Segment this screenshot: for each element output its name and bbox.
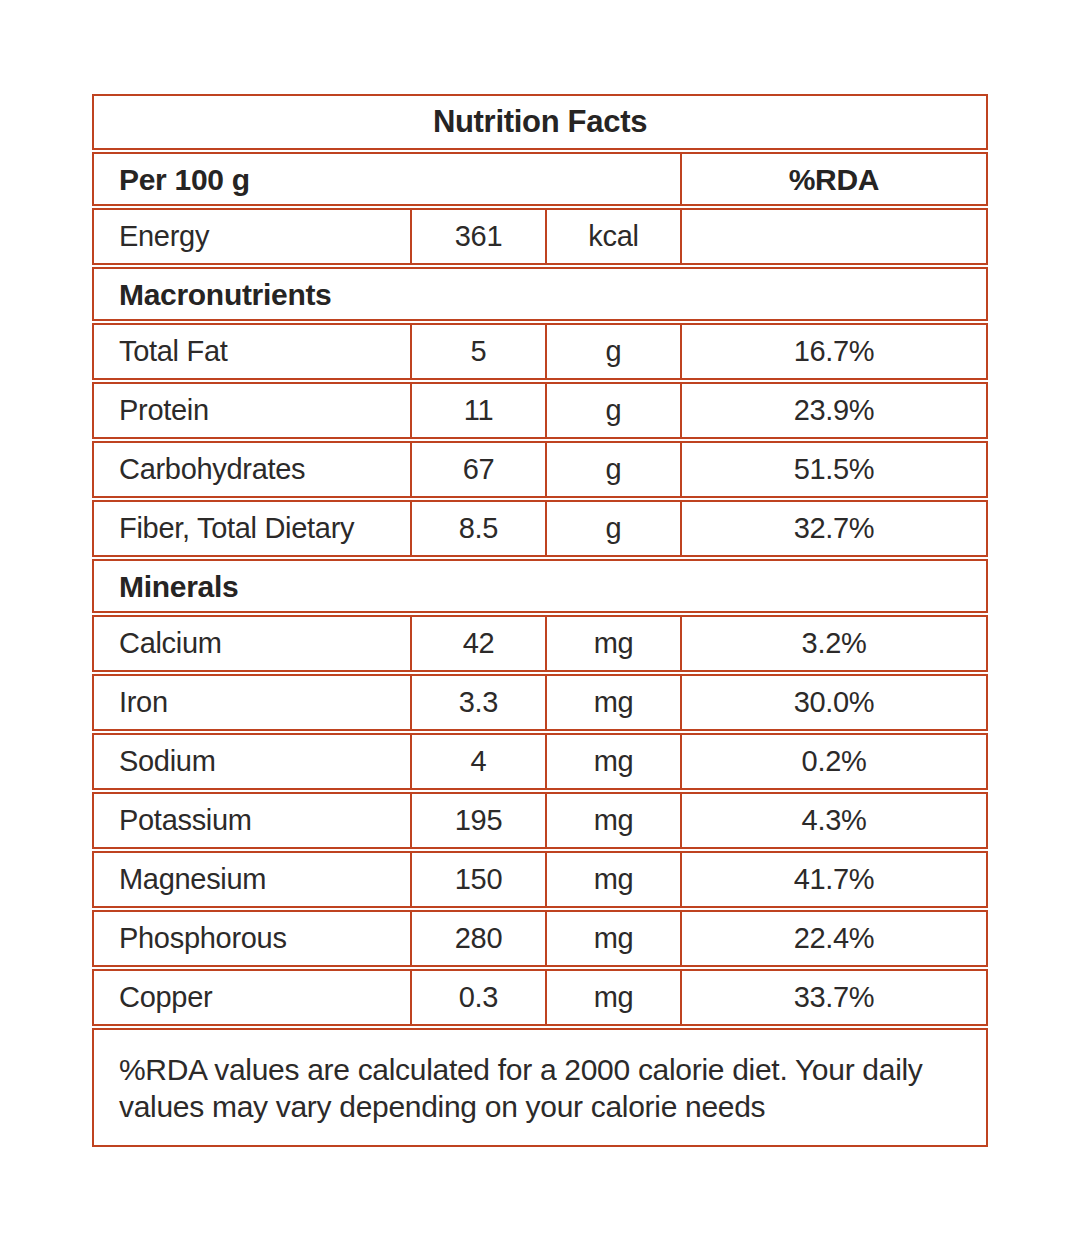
- nutrient-rda: [682, 210, 986, 263]
- nutrient-rda: 0.2%: [682, 735, 986, 788]
- nutrient-value: 5: [412, 325, 547, 378]
- title-row: Nutrition Facts: [92, 94, 988, 150]
- nutrient-unit: mg: [547, 794, 682, 847]
- nutrient-name: Phosphorous: [94, 912, 412, 965]
- nutrient-rda: 16.7%: [682, 325, 986, 378]
- nutrient-row-sodium: Sodium 4 mg 0.2%: [92, 733, 988, 790]
- nutrient-name: Potassium: [94, 794, 412, 847]
- nutrient-unit: mg: [547, 676, 682, 729]
- serving-size-header: Per 100 g: [94, 154, 682, 204]
- nutrient-value: 150: [412, 853, 547, 906]
- nutrient-name: Carbohydrates: [94, 443, 412, 496]
- nutrient-unit: kcal: [547, 210, 682, 263]
- nutrient-row-protein: Protein 11 g 23.9%: [92, 382, 988, 439]
- nutrient-name: Fiber, Total Dietary: [94, 502, 412, 555]
- nutrient-rda: 3.2%: [682, 617, 986, 670]
- nutrition-facts-label: Nutrition Facts Per 100 g %RDA Energy 36…: [92, 94, 988, 1147]
- nutrient-name: Total Fat: [94, 325, 412, 378]
- section-header-minerals: Minerals: [92, 559, 988, 613]
- nutrient-unit: g: [547, 443, 682, 496]
- nutrient-unit: g: [547, 384, 682, 437]
- column-header-row: Per 100 g %RDA: [92, 152, 988, 206]
- nutrient-value: 8.5: [412, 502, 547, 555]
- nutrient-unit: g: [547, 502, 682, 555]
- nutrient-value: 11: [412, 384, 547, 437]
- nutrient-rda: 51.5%: [682, 443, 986, 496]
- nutrient-rda: 22.4%: [682, 912, 986, 965]
- nutrient-row-fiber: Fiber, Total Dietary 8.5 g 32.7%: [92, 500, 988, 557]
- nutrient-rda: 4.3%: [682, 794, 986, 847]
- nutrient-value: 0.3: [412, 971, 547, 1024]
- nutrient-name: Copper: [94, 971, 412, 1024]
- nutrient-value: 195: [412, 794, 547, 847]
- nutrient-value: 67: [412, 443, 547, 496]
- nutrient-name: Protein: [94, 384, 412, 437]
- nutrient-row-energy: Energy 361 kcal: [92, 208, 988, 265]
- nutrition-table: Nutrition Facts Per 100 g %RDA Energy 36…: [92, 94, 988, 1147]
- nutrient-unit: mg: [547, 617, 682, 670]
- page-title: Nutrition Facts: [94, 96, 986, 148]
- nutrient-rda: 41.7%: [682, 853, 986, 906]
- nutrient-row-potassium: Potassium 195 mg 4.3%: [92, 792, 988, 849]
- rda-footnote: %RDA values are calculated for a 2000 ca…: [94, 1030, 986, 1145]
- nutrient-row-calcium: Calcium 42 mg 3.2%: [92, 615, 988, 672]
- nutrient-name: Sodium: [94, 735, 412, 788]
- nutrient-value: 42: [412, 617, 547, 670]
- nutrient-row-magnesium: Magnesium 150 mg 41.7%: [92, 851, 988, 908]
- nutrient-unit: mg: [547, 971, 682, 1024]
- nutrient-name: Magnesium: [94, 853, 412, 906]
- nutrient-name: Energy: [94, 210, 412, 263]
- nutrient-rda: 32.7%: [682, 502, 986, 555]
- nutrient-value: 280: [412, 912, 547, 965]
- nutrient-row-iron: Iron 3.3 mg 30.0%: [92, 674, 988, 731]
- nutrient-value: 3.3: [412, 676, 547, 729]
- footnote-row: %RDA values are calculated for a 2000 ca…: [92, 1028, 988, 1147]
- nutrient-rda: 23.9%: [682, 384, 986, 437]
- section-label: Macronutrients: [94, 269, 986, 319]
- nutrient-unit: mg: [547, 735, 682, 788]
- nutrient-value: 4: [412, 735, 547, 788]
- nutrient-row-carbohydrates: Carbohydrates 67 g 51.5%: [92, 441, 988, 498]
- section-label: Minerals: [94, 561, 986, 611]
- nutrient-rda: 33.7%: [682, 971, 986, 1024]
- nutrient-name: Iron: [94, 676, 412, 729]
- nutrient-unit: g: [547, 325, 682, 378]
- nutrient-unit: mg: [547, 853, 682, 906]
- rda-column-header: %RDA: [682, 154, 986, 204]
- nutrient-row-phosphorous: Phosphorous 280 mg 22.4%: [92, 910, 988, 967]
- nutrient-rda: 30.0%: [682, 676, 986, 729]
- nutrient-row-total-fat: Total Fat 5 g 16.7%: [92, 323, 988, 380]
- nutrient-name: Calcium: [94, 617, 412, 670]
- section-header-macronutrients: Macronutrients: [92, 267, 988, 321]
- nutrient-unit: mg: [547, 912, 682, 965]
- nutrient-row-copper: Copper 0.3 mg 33.7%: [92, 969, 988, 1026]
- nutrient-value: 361: [412, 210, 547, 263]
